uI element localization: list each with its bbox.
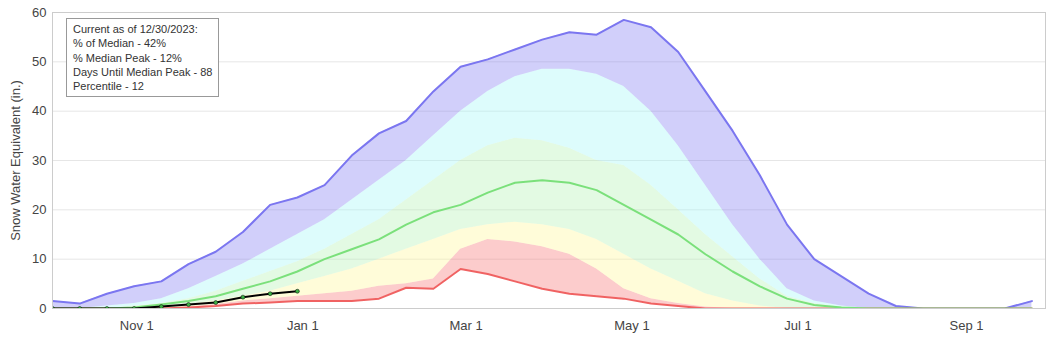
svg-text:20: 20 bbox=[32, 202, 46, 217]
svg-text:Nov 1: Nov 1 bbox=[120, 318, 154, 333]
svg-text:50: 50 bbox=[32, 54, 46, 69]
svg-text:Sep 1: Sep 1 bbox=[950, 318, 984, 333]
svg-text:May 1: May 1 bbox=[614, 318, 649, 333]
html-text:Percentile - 12: Percentile - 12 bbox=[73, 80, 144, 93]
html-text:% of Median - 42%: % of Median - 42% bbox=[73, 37, 166, 50]
svg-text:Jan 1: Jan 1 bbox=[287, 318, 319, 333]
svg-text:10: 10 bbox=[32, 251, 46, 266]
svg-text:Mar 1: Mar 1 bbox=[449, 318, 482, 333]
html-text:Days Until Median Peak - 88: Days Until Median Peak - 88 bbox=[73, 65, 213, 78]
html-text:Current as of 12/30/2023:: Current as of 12/30/2023: bbox=[73, 23, 198, 35]
svg-text:60: 60 bbox=[32, 5, 46, 20]
svg-text:0: 0 bbox=[39, 301, 46, 316]
svg-text:30: 30 bbox=[32, 153, 46, 168]
html-text:% Median Peak - 12%: % Median Peak - 12% bbox=[73, 51, 182, 64]
svg-text:Snow Water Equivalent (in.): Snow Water Equivalent (in.) bbox=[8, 80, 23, 241]
svg-text:40: 40 bbox=[32, 103, 46, 118]
svg-text:Jul 1: Jul 1 bbox=[784, 318, 811, 333]
